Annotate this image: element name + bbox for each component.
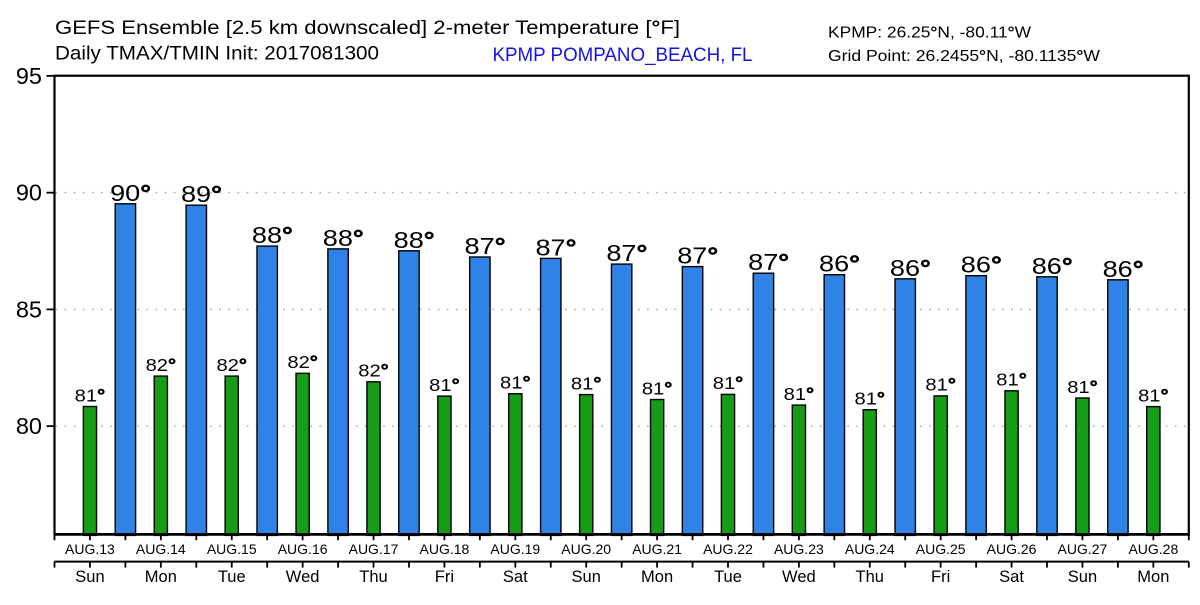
- svg-text:81°: 81 °: [784, 384, 815, 404]
- svg-text:90: 90: [16, 180, 42, 206]
- svg-text:95: 95: [16, 63, 42, 89]
- svg-text:Tue: Tue: [218, 568, 246, 586]
- svg-text:86°: 86 °: [890, 255, 931, 281]
- svg-text:81°: 81 °: [571, 373, 602, 393]
- svg-text:Sun: Sun: [572, 568, 601, 586]
- svg-text:81°: 81 °: [713, 373, 744, 393]
- svg-text:90°: 90 °: [110, 180, 151, 206]
- svg-text:AUG.27: AUG.27: [1058, 541, 1108, 557]
- svg-text:82°: 82 °: [358, 361, 389, 381]
- svg-text:AUG.28: AUG.28: [1128, 541, 1178, 557]
- svg-text:KPMP: 26.25°N, -80.11°W: KPMP: 26.25 °N, -80.11 °W: [828, 25, 1031, 42]
- svg-text:81°: 81 °: [642, 378, 673, 398]
- svg-text:82°: 82 °: [287, 352, 318, 372]
- svg-text:Wed: Wed: [286, 568, 320, 586]
- svg-text:Tue: Tue: [714, 568, 742, 586]
- svg-text:Mon: Mon: [641, 568, 673, 586]
- svg-text:88°: 88 °: [394, 227, 435, 253]
- svg-text:AUG.20: AUG.20: [561, 541, 611, 557]
- svg-text:81°: 81 °: [855, 389, 886, 409]
- svg-text:AUG.18: AUG.18: [420, 541, 470, 557]
- svg-text:86°: 86 °: [819, 251, 860, 277]
- svg-text:AUG.24: AUG.24: [845, 541, 895, 557]
- svg-text:Mon: Mon: [145, 568, 177, 586]
- svg-text:87°: 87 °: [465, 233, 506, 259]
- svg-text:KPMP POMPANO_BEACH, FL: KPMP POMPANO_BEACH, FL: [493, 45, 753, 66]
- svg-text:81°: 81 °: [75, 385, 106, 405]
- svg-text:Grid Point: 26.2455°N, -80.113: Grid Point: 26.2455 °N, -80.1135 °W: [828, 48, 1100, 65]
- svg-text:82°: 82 °: [146, 355, 177, 375]
- svg-text:Sun: Sun: [1068, 568, 1097, 586]
- svg-text:Sat: Sat: [503, 568, 528, 586]
- svg-text:Fri: Fri: [931, 568, 950, 586]
- svg-text:Mon: Mon: [1137, 568, 1169, 586]
- svg-text:88°: 88 °: [323, 225, 364, 251]
- svg-text:86°: 86 °: [961, 252, 1002, 278]
- svg-text:Wed: Wed: [782, 568, 816, 586]
- svg-text:87°: 87 °: [748, 249, 789, 275]
- svg-text:Thu: Thu: [359, 568, 387, 586]
- svg-text:Fri: Fri: [435, 568, 454, 586]
- svg-text:81°: 81 °: [1138, 385, 1169, 405]
- svg-text:87°: 87 °: [677, 243, 718, 269]
- svg-text:AUG.19: AUG.19: [490, 541, 540, 557]
- svg-text:80: 80: [16, 413, 42, 439]
- svg-text:AUG.21: AUG.21: [632, 541, 682, 557]
- svg-text:Thu: Thu: [856, 568, 884, 586]
- svg-text:87°: 87 °: [535, 234, 576, 260]
- svg-text:88°: 88 °: [252, 222, 293, 248]
- svg-text:81°: 81 °: [500, 373, 531, 393]
- svg-text:AUG.14: AUG.14: [136, 541, 186, 557]
- svg-text:AUG.16: AUG.16: [278, 541, 328, 557]
- svg-text:AUG.17: AUG.17: [349, 541, 399, 557]
- svg-text:GEFS Ensemble [2.5 km downscal: GEFS Ensemble [2.5 km downscaled] 2-mete…: [55, 18, 680, 39]
- svg-text:86°: 86 °: [1032, 253, 1073, 279]
- svg-text:85: 85: [16, 296, 42, 322]
- svg-text:AUG.25: AUG.25: [916, 541, 966, 557]
- svg-text:82°: 82 °: [216, 355, 247, 375]
- svg-text:Sat: Sat: [999, 568, 1024, 586]
- svg-text:Daily TMAX/TMIN Init: 20170813: Daily TMAX/TMIN Init: 2017081300: [55, 44, 379, 65]
- svg-text:Sun: Sun: [75, 568, 104, 586]
- svg-text:86°: 86 °: [1103, 256, 1144, 282]
- svg-text:81°: 81 °: [925, 375, 956, 395]
- svg-text:89°: 89 °: [181, 181, 222, 207]
- svg-text:AUG.13: AUG.13: [65, 541, 115, 557]
- svg-text:87°: 87 °: [606, 240, 647, 266]
- svg-text:AUG.15: AUG.15: [207, 541, 257, 557]
- svg-text:AUG.26: AUG.26: [987, 541, 1037, 557]
- svg-text:81°: 81 °: [1067, 377, 1098, 397]
- svg-text:81°: 81 °: [996, 370, 1027, 390]
- svg-text:AUG.22: AUG.22: [703, 541, 753, 557]
- svg-text:81°: 81 °: [429, 375, 460, 395]
- svg-text:AUG.23: AUG.23: [774, 541, 824, 557]
